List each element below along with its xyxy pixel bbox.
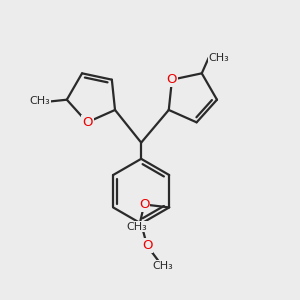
Text: O: O	[142, 239, 152, 252]
Text: CH₃: CH₃	[127, 222, 147, 232]
Text: CH₃: CH₃	[153, 261, 174, 271]
Text: CH₃: CH₃	[29, 97, 50, 106]
Text: O: O	[167, 73, 177, 86]
Text: O: O	[82, 116, 92, 129]
Text: CH₃: CH₃	[209, 53, 230, 63]
Text: O: O	[139, 198, 149, 211]
